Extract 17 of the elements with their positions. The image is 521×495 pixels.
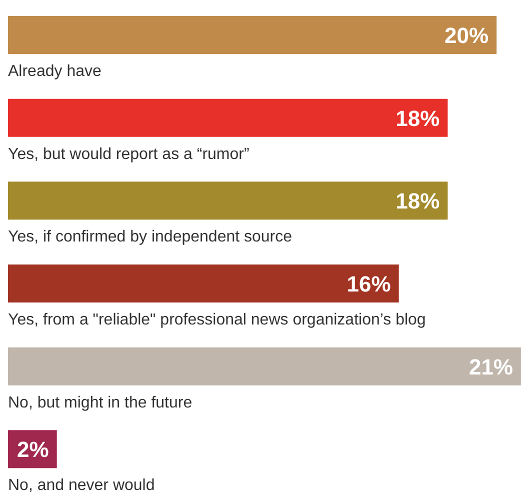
data-label: 20%	[444, 22, 489, 48]
data-label: 16%	[346, 271, 391, 296]
y-tick-label: No, but might in the future	[8, 394, 192, 412]
y-tick-label: Already have	[8, 63, 102, 80]
y-tick-label: Yes, if confirmed by independent source	[8, 228, 292, 246]
bar	[8, 347, 521, 386]
bar	[8, 16, 497, 54]
y-tick-label: Yes, but would report as a “rumor”	[8, 146, 250, 163]
y-tick-label: Yes, from a "reliable" professional news organization’s blog	[8, 312, 426, 328]
data-label: 2%	[17, 437, 49, 462]
data-label: 18%	[396, 106, 440, 131]
bar	[8, 98, 448, 137]
data-label: 18%	[396, 188, 440, 214]
y-tick-label: No, and never would	[8, 477, 155, 494]
bar	[8, 264, 399, 302]
data-label: 21%	[468, 354, 513, 380]
bar	[8, 182, 448, 220]
